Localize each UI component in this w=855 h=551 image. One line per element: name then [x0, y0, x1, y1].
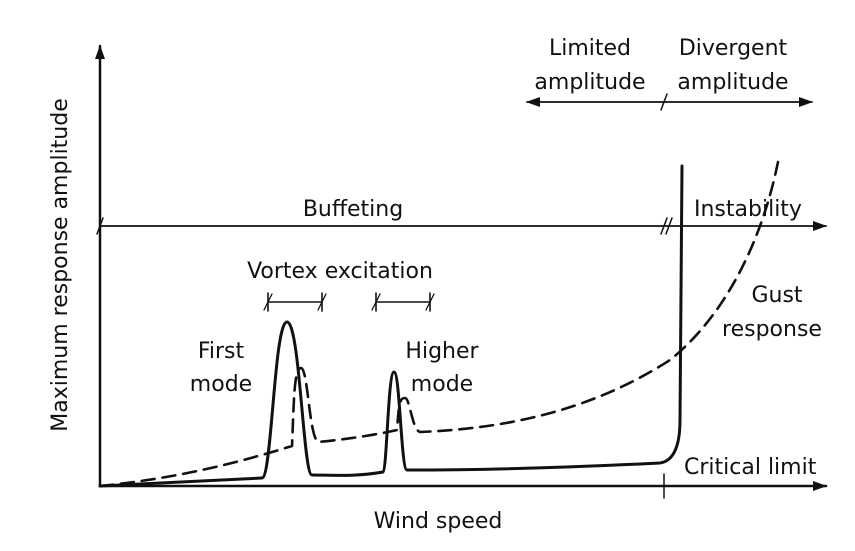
gust-response-curve-dashed: [98, 160, 780, 488]
regime-break-tick-mid: [660, 217, 668, 235]
y-axis-label: Maximum response amplitude: [48, 98, 73, 431]
vortex-range-first: [263, 292, 327, 312]
first-mode-label-1: First: [198, 339, 245, 364]
limited-amplitude-label-1: Limited: [549, 36, 631, 61]
regime-break-tick-mid-2: [665, 217, 673, 235]
higher-mode-label-2: mode: [411, 372, 473, 397]
vortex-excitation-label: Vortex excitation: [247, 259, 433, 284]
instability-label: Instability: [694, 197, 802, 222]
critical-limit-label: Critical limit: [684, 455, 817, 480]
response-curve-solid: [98, 164, 684, 488]
divergent-amplitude-label-2: amplitude: [677, 70, 788, 95]
amplitude-divider-tick: [660, 93, 668, 111]
limited-amplitude-label-2: amplitude: [534, 70, 645, 95]
gust-response-label-1: Gust: [751, 283, 802, 308]
higher-mode-label-1: Higher: [405, 339, 479, 364]
first-mode-label-2: mode: [190, 372, 252, 397]
regime-break-tick-left: [96, 217, 104, 235]
vortex-range-higher: [371, 292, 435, 312]
buffeting-label: Buffeting: [303, 197, 403, 222]
divergent-amplitude-label-1: Divergent: [679, 36, 788, 61]
x-axis-label: Wind speed: [374, 509, 503, 534]
gust-response-label-2: response: [722, 317, 822, 342]
